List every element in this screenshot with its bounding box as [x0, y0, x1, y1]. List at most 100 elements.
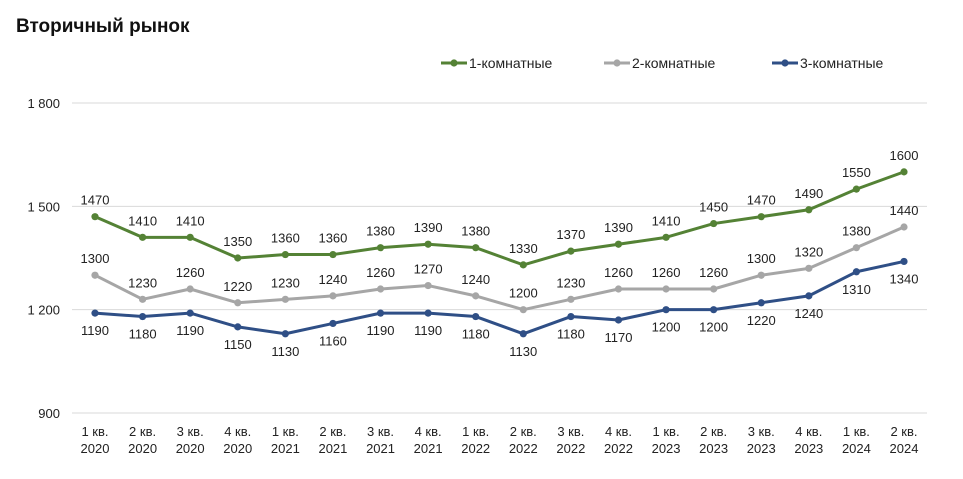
data-point-2 [138, 295, 147, 303]
gridlines [72, 102, 927, 414]
data-label-2: 1200 [509, 286, 538, 301]
data-label-3: 1170 [604, 330, 632, 345]
data-point-3 [614, 316, 623, 324]
data-label-3: 1310 [842, 282, 871, 297]
y-tick-label: 1 500 [27, 199, 60, 214]
x-tick-label: 2020 [81, 441, 110, 456]
data-label-3: 1190 [414, 323, 442, 338]
legend-swatch-marker [613, 59, 621, 67]
data-point-3 [281, 330, 289, 338]
y-tick-label: 900 [38, 406, 60, 421]
data-point-1 [805, 206, 813, 214]
x-tick-label: 2022 [461, 441, 490, 456]
y-tick-label: 1 800 [27, 96, 60, 111]
data-point-1 [424, 240, 432, 248]
x-tick-label: 2023 [699, 441, 728, 456]
data-point-2 [91, 271, 99, 279]
x-tick-label: 1 кв. [843, 424, 870, 439]
x-tick-label: 2024 [890, 441, 919, 456]
x-tick-label: 4 кв. [224, 424, 251, 439]
data-label-1: 1370 [556, 227, 585, 242]
data-label-1: 1470 [747, 193, 776, 208]
data-label-1: 1360 [271, 231, 300, 246]
data-point-3 [138, 312, 147, 321]
data-point-3 [757, 299, 765, 307]
data-label-2: 1300 [747, 251, 776, 266]
data-label-2: 1230 [556, 275, 585, 290]
data-label-2: 1260 [652, 265, 681, 280]
data-label-3: 1240 [794, 306, 823, 321]
data-point-2 [852, 244, 861, 252]
data-label-2: 1260 [176, 265, 205, 280]
data-label-2: 1260 [604, 265, 633, 280]
data-point-2 [424, 281, 432, 290]
data-point-1 [710, 219, 718, 228]
data-point-2 [710, 285, 718, 293]
data-point-1 [900, 168, 908, 176]
data-point-1 [519, 261, 527, 269]
data-label-3: 1190 [367, 323, 395, 338]
data-label-2: 1270 [414, 262, 443, 277]
data-point-2 [234, 299, 242, 307]
data-point-1 [567, 247, 575, 255]
series-lines [91, 168, 908, 338]
data-point-3 [805, 292, 813, 300]
data-point-3 [234, 323, 242, 331]
data-point-3 [852, 268, 861, 276]
x-tick-label: 2021 [271, 441, 300, 456]
data-label-1: 1470 [81, 193, 110, 208]
chart-title: Вторичный рынок [16, 16, 190, 37]
data-label-3: 1130 [509, 344, 537, 359]
data-label-2: 1230 [128, 275, 157, 290]
data-label-1: 1380 [461, 224, 490, 239]
x-tick-label: 2021 [366, 441, 395, 456]
data-label-3: 1180 [557, 327, 585, 342]
data-point-2 [472, 292, 480, 300]
legend: 1-комнатные 2-комнатные 3-комнатные [441, 55, 884, 71]
legend-label: 3-комнатные [800, 55, 884, 71]
data-label-2: 1240 [318, 272, 347, 287]
x-tick-label: 3 кв. [748, 424, 775, 439]
x-tick-label: 2022 [509, 441, 538, 456]
data-point-1 [852, 185, 861, 193]
x-tick-label: 2020 [128, 441, 157, 456]
x-tick-label: 2021 [414, 441, 443, 456]
data-label-3: 1150 [224, 337, 252, 352]
data-point-3 [424, 309, 432, 317]
legend-label: 2-комнатные [632, 55, 716, 71]
data-label-3: 1180 [129, 327, 157, 342]
x-tick-label: 1 кв. [462, 424, 489, 439]
data-label-3: 1340 [890, 271, 919, 286]
data-label-3: 1180 [462, 327, 490, 342]
x-tick-label: 2023 [652, 441, 681, 456]
data-point-1 [91, 213, 99, 221]
data-label-2: 1260 [366, 265, 395, 280]
legend-swatch-marker [450, 59, 458, 67]
x-tick-label: 1 кв. [272, 424, 299, 439]
data-point-3 [662, 306, 670, 314]
data-point-3 [376, 309, 385, 317]
x-tick-label: 2020 [223, 441, 252, 456]
data-label-1: 1490 [794, 186, 823, 201]
data-label-1: 1550 [842, 165, 871, 180]
data-point-3 [710, 306, 718, 314]
data-point-2 [757, 271, 765, 279]
x-tick-label: 1 кв. [81, 424, 108, 439]
data-label-1: 1380 [366, 224, 395, 239]
data-point-3 [472, 312, 480, 321]
x-tick-label: 2 кв. [129, 424, 156, 439]
data-point-1 [757, 213, 765, 221]
x-tick-label: 2022 [604, 441, 633, 456]
data-label-2: 1380 [842, 224, 871, 239]
data-point-1 [138, 233, 147, 241]
data-label-3: 1220 [747, 313, 776, 328]
x-tick-label: 2023 [794, 441, 823, 456]
x-tick-label: 2 кв. [319, 424, 346, 439]
data-point-3 [900, 257, 908, 266]
data-label-1: 1350 [223, 234, 252, 249]
series-line-3 [93, 259, 906, 336]
data-label-3: 1190 [81, 323, 109, 338]
data-label-2: 1240 [461, 272, 490, 287]
data-label-3: 1200 [652, 320, 681, 335]
